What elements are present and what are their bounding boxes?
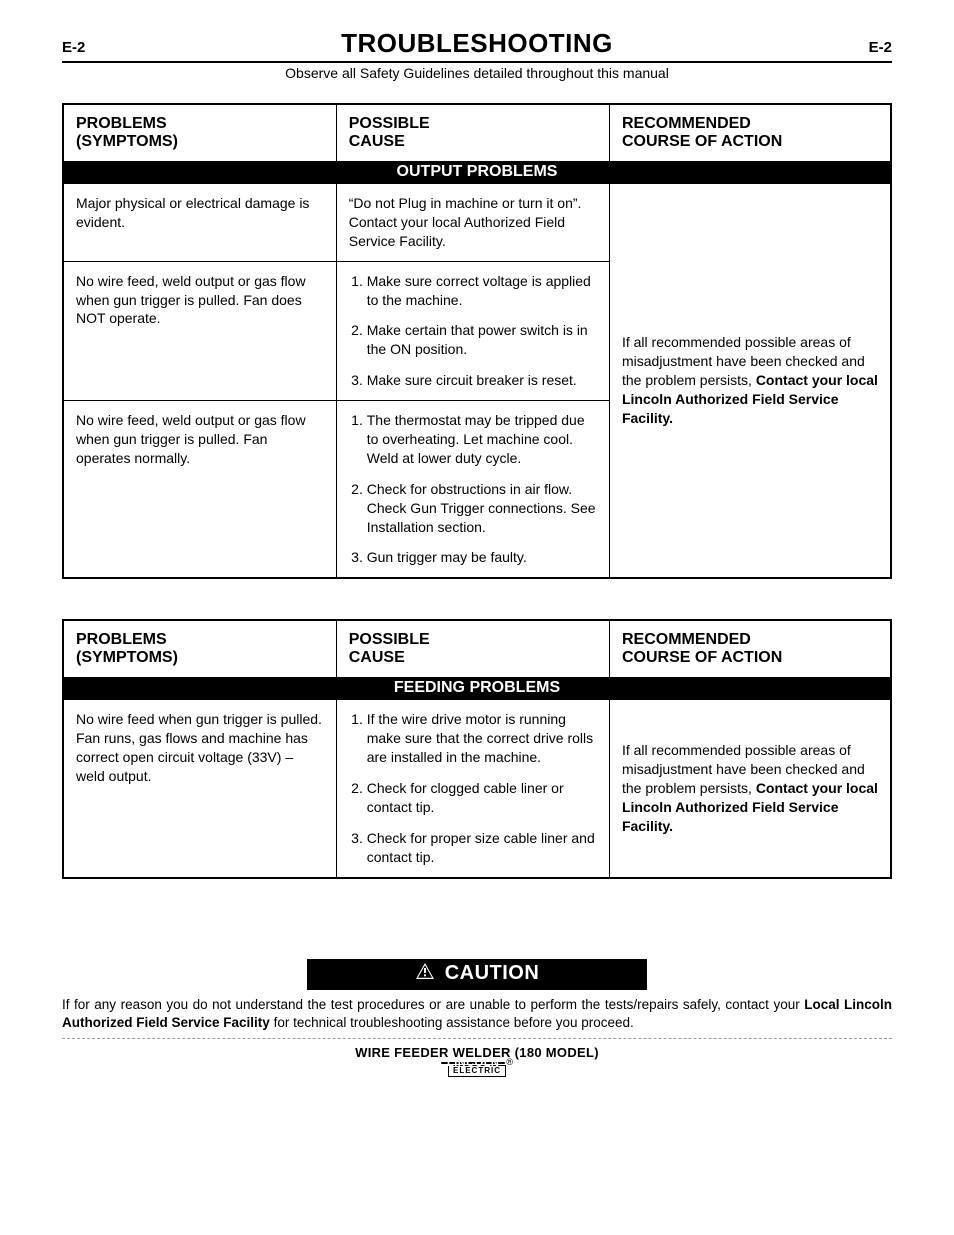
- caution-text-pre: If for any reason you do not understand …: [62, 997, 804, 1012]
- cause-cell: “Do not Plug in machine or turn it on”. …: [336, 184, 609, 262]
- table-row: Major physical or electrical damage is e…: [63, 184, 891, 262]
- caution-label: CAUTION: [445, 962, 540, 985]
- output-problems-banner: OUTPUT PROBLEMS: [64, 161, 890, 183]
- symptom-cell: No wire feed, weld output or gas flow wh…: [63, 261, 336, 400]
- caution-bar: CAUTION: [307, 959, 647, 990]
- cause-item: Check for clogged cable liner or contact…: [367, 779, 597, 817]
- symptom-cell: No wire feed, weld output or gas flow wh…: [63, 401, 336, 579]
- action-cell: If all recommended possible areas of mis…: [609, 700, 891, 878]
- action-cell: If all recommended possible areas of mis…: [609, 184, 891, 579]
- table-header-row: PROBLEMS (SYMPTOMS) POSSIBLE CAUSE RECOM…: [63, 104, 891, 161]
- registered-mark-icon: ®: [506, 1057, 513, 1067]
- symptom-cell: No wire feed when gun trigger is pulled.…: [63, 700, 336, 878]
- logo-electric: ELECTRIC: [448, 1065, 506, 1077]
- cause-item: Check for proper size cable liner and co…: [367, 829, 597, 867]
- header-cause-l1: POSSIBLE: [349, 115, 430, 132]
- header-action-l1: RECOMMENDED: [622, 115, 751, 132]
- lincoln-logo: LINCOLN® ELECTRIC: [441, 1062, 513, 1077]
- dashed-divider: [62, 1038, 892, 1039]
- caution-text-post: for technical troubleshooting assistance…: [270, 1015, 634, 1030]
- header-cause: POSSIBLE CAUSE: [336, 104, 609, 161]
- cause-item: Check for obstructions in air flow. Chec…: [367, 480, 597, 537]
- header-problems-l1: PROBLEMS: [76, 115, 167, 132]
- header-cause-l2: CAUSE: [349, 133, 597, 151]
- page-header: E-2 TROUBLESHOOTING E-2: [62, 28, 892, 63]
- header-action-l2: COURSE OF ACTION: [622, 649, 878, 667]
- header-action-l2: COURSE OF ACTION: [622, 133, 878, 151]
- cause-item: Make certain that power switch is in the…: [367, 321, 597, 359]
- header-problems-l1: PROBLEMS: [76, 631, 167, 648]
- header-problems-l2: (SYMPTOMS): [76, 133, 324, 151]
- symptom-cell: Major physical or electrical damage is e…: [63, 184, 336, 262]
- page-number-right: E-2: [869, 39, 892, 56]
- caution-section: CAUTION If for any reason you do not und…: [62, 959, 892, 1032]
- table-header-row: PROBLEMS (SYMPTOMS) POSSIBLE CAUSE RECOM…: [63, 620, 891, 677]
- page-title: TROUBLESHOOTING: [341, 28, 613, 59]
- header-problems: PROBLEMS (SYMPTOMS): [63, 104, 336, 161]
- cause-cell: The thermostat may be tripped due to ove…: [336, 401, 609, 579]
- safety-guideline-line: Observe all Safety Guidelines detailed t…: [62, 65, 892, 81]
- header-problems: PROBLEMS (SYMPTOMS): [63, 620, 336, 677]
- cause-item: Gun trigger may be faulty.: [367, 548, 597, 567]
- output-problems-table: PROBLEMS (SYMPTOMS) POSSIBLE CAUSE RECOM…: [62, 103, 892, 579]
- cause-cell: If the wire drive motor is running make …: [336, 700, 609, 878]
- header-action-l1: RECOMMENDED: [622, 631, 751, 648]
- cause-cell: Make sure correct voltage is applied to …: [336, 261, 609, 400]
- page-footer: WIRE FEEDER WELDER (180 MODEL) LINCOLN® …: [62, 1045, 892, 1078]
- logo-lincoln: LINCOLN: [441, 1062, 505, 1064]
- cause-item: The thermostat may be tripped due to ove…: [367, 411, 597, 468]
- warning-triangle-icon: [415, 962, 435, 986]
- page-number-left: E-2: [62, 39, 85, 56]
- cause-item: Make sure correct voltage is applied to …: [367, 272, 597, 310]
- header-cause: POSSIBLE CAUSE: [336, 620, 609, 677]
- cause-item: Make sure circuit breaker is reset.: [367, 371, 597, 390]
- header-problems-l2: (SYMPTOMS): [76, 649, 324, 667]
- cause-item: If the wire drive motor is running make …: [367, 710, 597, 767]
- table-row: No wire feed when gun trigger is pulled.…: [63, 700, 891, 878]
- header-action: RECOMMENDED COURSE OF ACTION: [609, 104, 891, 161]
- header-action: RECOMMENDED COURSE OF ACTION: [609, 620, 891, 677]
- feeding-problems-banner-row: FEEDING PROBLEMS: [63, 677, 891, 700]
- caution-text: If for any reason you do not understand …: [62, 996, 892, 1032]
- output-problems-banner-row: OUTPUT PROBLEMS: [63, 161, 891, 184]
- header-cause-l1: POSSIBLE: [349, 631, 430, 648]
- feeding-problems-banner: FEEDING PROBLEMS: [64, 677, 890, 699]
- feeding-problems-table: PROBLEMS (SYMPTOMS) POSSIBLE CAUSE RECOM…: [62, 619, 892, 878]
- header-cause-l2: CAUSE: [349, 649, 597, 667]
